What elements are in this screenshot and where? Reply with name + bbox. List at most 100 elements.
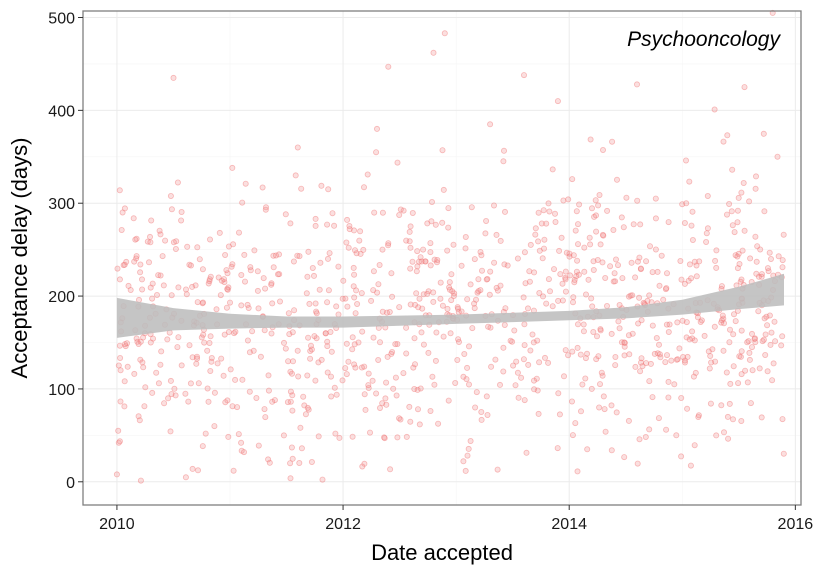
data-point: [286, 331, 293, 338]
data-point: [651, 350, 658, 357]
data-point: [432, 357, 439, 364]
data-point: [588, 385, 595, 392]
data-point: [133, 335, 140, 342]
data-point: [137, 356, 144, 363]
data-point: [160, 282, 167, 289]
data-point: [769, 377, 776, 384]
data-point: [619, 275, 626, 282]
data-point: [282, 211, 289, 218]
data-point: [735, 380, 742, 387]
data-point: [294, 347, 301, 354]
data-point: [688, 222, 695, 229]
data-point: [589, 205, 596, 212]
data-point: [621, 339, 628, 346]
data-point: [409, 258, 416, 265]
data-point: [511, 327, 518, 334]
data-point: [199, 443, 206, 450]
data-point: [761, 315, 768, 322]
data-point: [762, 351, 769, 358]
data-point: [590, 266, 597, 273]
data-point: [565, 352, 572, 359]
data-point: [265, 456, 272, 463]
data-point: [145, 259, 152, 266]
data-point: [780, 231, 787, 238]
data-point: [207, 273, 214, 280]
data-point: [336, 434, 343, 441]
data-point: [647, 243, 654, 250]
data-point: [439, 302, 446, 309]
data-point: [697, 318, 704, 325]
data-point: [322, 330, 329, 337]
data-point: [117, 367, 124, 374]
data-point: [245, 304, 252, 311]
data-point: [287, 475, 294, 482]
data-point: [604, 302, 611, 309]
data-point: [597, 241, 604, 248]
data-point: [115, 362, 122, 369]
data-point: [373, 149, 380, 156]
data-point: [429, 373, 436, 380]
data-point: [467, 437, 474, 444]
data-point: [657, 354, 664, 361]
data-point: [574, 344, 581, 351]
data-point: [146, 233, 153, 240]
data-point: [153, 291, 160, 298]
data-point: [612, 362, 619, 369]
y-tick-label: 300: [48, 196, 75, 213]
data-point: [678, 453, 685, 460]
data-point: [298, 185, 305, 192]
data-point: [655, 415, 662, 422]
data-point: [415, 304, 422, 311]
data-point: [581, 268, 588, 275]
data-point: [254, 287, 261, 294]
data-point: [730, 363, 737, 370]
data-point: [720, 138, 727, 145]
data-point: [634, 197, 641, 204]
data-point: [272, 252, 279, 259]
data-point: [131, 258, 138, 265]
data-point: [358, 364, 365, 371]
data-point: [634, 81, 641, 88]
data-point: [738, 276, 745, 283]
data-point: [394, 159, 401, 166]
data-point: [414, 406, 421, 413]
data-point: [562, 347, 569, 354]
data-point: [351, 341, 358, 348]
data-point: [602, 428, 609, 435]
data-point: [165, 395, 172, 402]
data-point: [593, 212, 600, 219]
data-point: [387, 466, 394, 473]
data-point: [358, 290, 365, 297]
data-point: [343, 371, 350, 378]
data-point: [392, 374, 399, 381]
data-point: [450, 292, 457, 299]
data-point: [225, 433, 232, 440]
data-point: [292, 172, 299, 179]
data-point: [598, 369, 605, 376]
data-point: [255, 305, 262, 312]
data-point: [439, 147, 446, 154]
data-point: [632, 274, 639, 281]
data-point: [137, 338, 144, 345]
data-point: [153, 369, 160, 376]
data-point: [610, 226, 617, 233]
data-point: [140, 334, 147, 341]
data-point: [684, 405, 691, 412]
data-point: [478, 252, 485, 259]
annotation-label: Psychooncology: [627, 28, 781, 51]
data-point: [562, 268, 569, 275]
data-point: [595, 202, 602, 209]
data-point: [592, 197, 599, 204]
data-point: [346, 226, 353, 233]
data-point: [647, 360, 654, 367]
data-point: [287, 368, 294, 375]
data-point: [359, 463, 366, 470]
data-point: [536, 247, 543, 254]
data-point: [747, 255, 754, 262]
data-point: [684, 353, 691, 360]
data-point: [417, 385, 424, 392]
data-point: [379, 400, 386, 407]
data-point: [244, 301, 251, 308]
data-point: [613, 409, 620, 416]
data-point: [122, 343, 129, 350]
